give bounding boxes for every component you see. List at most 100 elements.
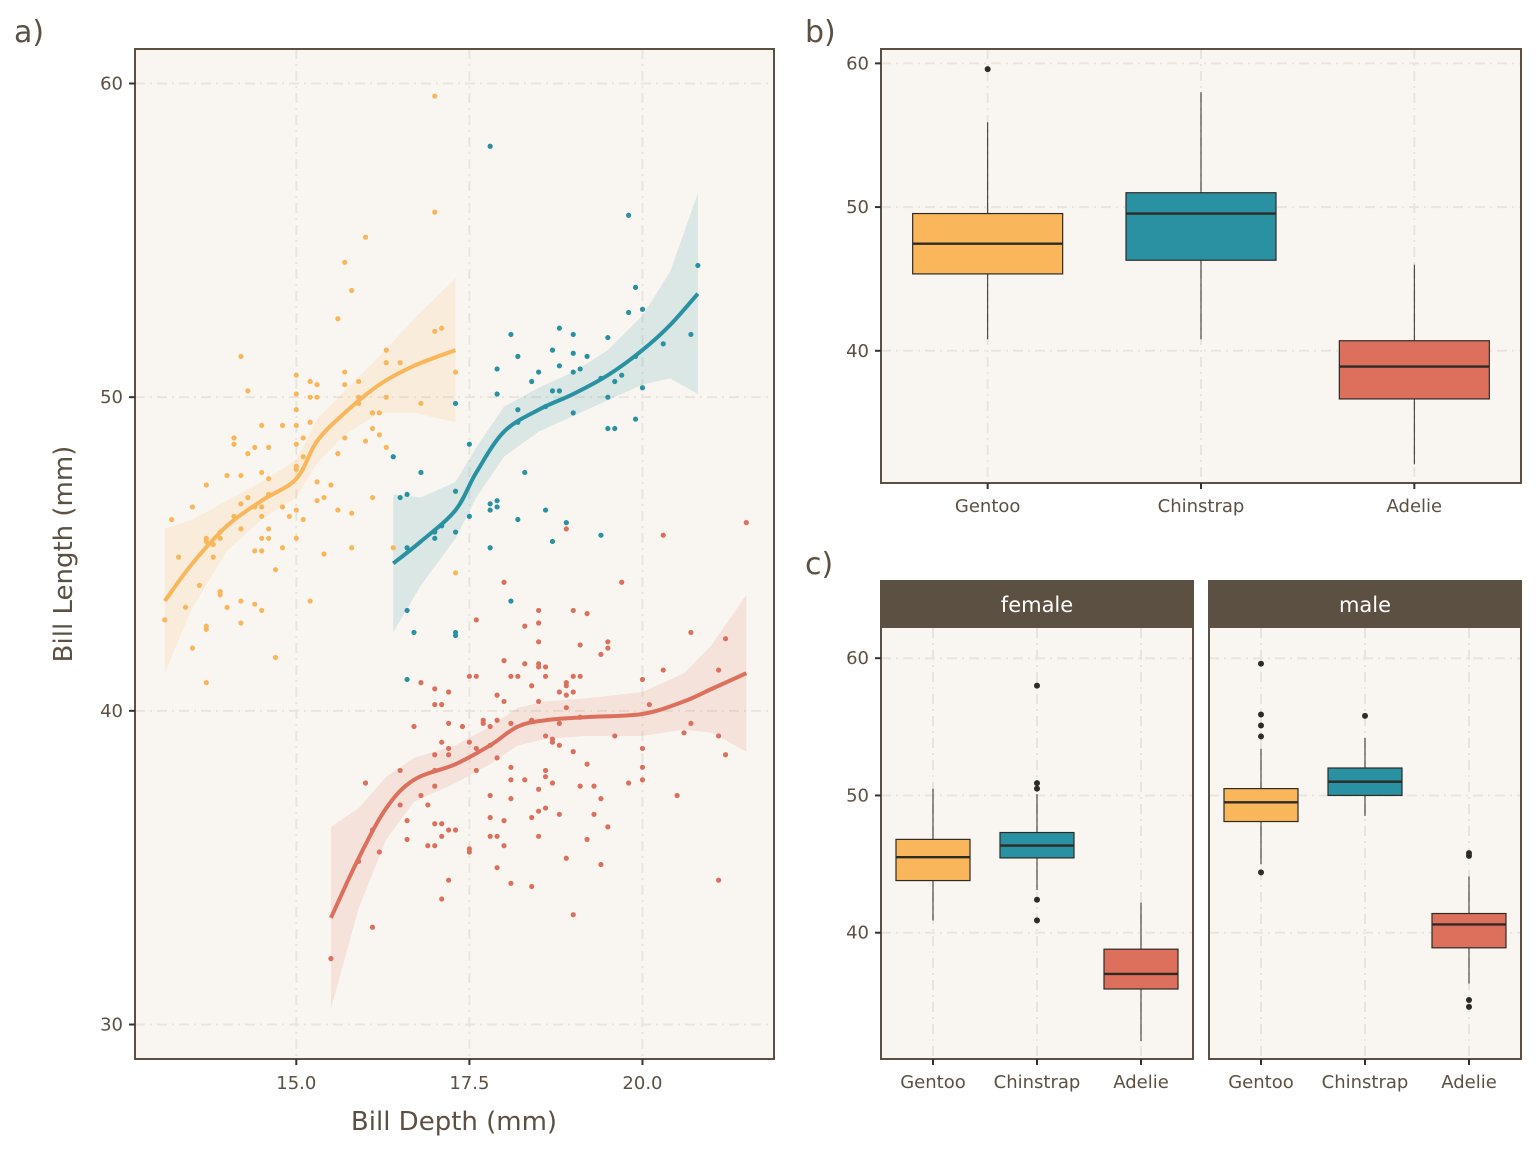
point-adelie <box>439 701 445 708</box>
point-chinstrap <box>632 416 639 422</box>
panel-b-boxes <box>912 66 1490 465</box>
panel-a-frame <box>134 48 775 1060</box>
point-adelie <box>660 532 666 538</box>
point-chinstrap <box>695 262 701 269</box>
point-gentoo <box>293 422 299 428</box>
point-chinstrap <box>688 331 694 338</box>
point-adelie <box>522 661 528 667</box>
point-gentoo <box>231 435 237 441</box>
point-gentoo <box>321 551 327 557</box>
point-chinstrap <box>494 391 500 397</box>
point-gentoo <box>266 476 272 482</box>
facet-male-ticks: Gentoo Chinstrap Adelie <box>1228 1059 1497 1093</box>
outlier-point <box>1466 996 1472 1003</box>
outlier-point <box>984 66 991 73</box>
point-adelie <box>501 658 507 664</box>
point-chinstrap <box>452 488 459 494</box>
point-adelie <box>536 786 542 792</box>
point-adelie <box>584 761 590 767</box>
point-adelie <box>542 774 549 780</box>
point-adelie <box>439 739 445 745</box>
point-gentoo <box>418 400 424 407</box>
point-gentoo <box>252 601 258 607</box>
point-chinstrap <box>397 494 403 501</box>
point-chinstrap <box>404 491 410 498</box>
point-adelie <box>529 814 535 821</box>
smooth-line-adelie <box>329 671 748 919</box>
x-axis-title: Bill Depth (mm) <box>351 1107 557 1137</box>
facet-female: female Gentoo Chinstrap Adelie 40 50 60 <box>846 580 1194 1093</box>
point-adelie <box>446 745 452 752</box>
outlier-point <box>1362 712 1368 719</box>
point-gentoo <box>314 479 320 485</box>
point-chinstrap <box>542 507 549 513</box>
point-adelie <box>397 802 403 808</box>
point-adelie <box>501 818 507 824</box>
point-gentoo <box>279 545 286 551</box>
point-gentoo <box>321 494 327 501</box>
point-adelie <box>397 767 403 774</box>
point-adelie <box>466 849 472 855</box>
point-adelie <box>494 833 500 839</box>
y-tick-label: 60 <box>100 74 123 95</box>
point-gentoo <box>369 425 376 432</box>
x-tick-label: Chinstrap <box>1322 1072 1409 1093</box>
point-adelie <box>584 836 590 843</box>
point-adelie <box>459 723 466 730</box>
point-chinstrap <box>452 529 459 535</box>
point-gentoo <box>314 382 320 388</box>
point-gentoo <box>245 451 251 457</box>
point-adelie <box>549 780 556 786</box>
point-gentoo <box>196 582 202 588</box>
y-tick-label: 40 <box>846 341 869 362</box>
point-gentoo <box>217 535 223 541</box>
point-adelie <box>328 956 334 962</box>
point-gentoo <box>259 513 265 519</box>
point-gentoo <box>224 604 230 610</box>
point-adelie <box>570 749 576 755</box>
point-gentoo <box>266 526 272 532</box>
point-adelie <box>466 739 472 745</box>
outlier-point <box>1034 896 1040 903</box>
point-gentoo <box>169 516 175 523</box>
box-chinstrap <box>1125 92 1277 340</box>
point-adelie <box>529 883 535 890</box>
point-gentoo <box>238 598 244 604</box>
point-gentoo <box>293 372 299 378</box>
point-gentoo <box>238 620 244 626</box>
box-adelie <box>1103 902 1179 1042</box>
box-adelie <box>1431 850 1507 1010</box>
point-chinstrap <box>466 513 472 519</box>
point-adelie <box>563 705 569 711</box>
point-chinstrap <box>529 378 535 385</box>
point-gentoo <box>328 482 334 488</box>
box-iqr <box>1223 787 1299 823</box>
facet-strip-female <box>881 581 1193 628</box>
point-adelie <box>522 777 528 783</box>
point-gentoo <box>231 441 237 447</box>
point-chinstrap <box>570 369 576 375</box>
point-adelie <box>722 636 729 642</box>
point-gentoo <box>300 516 306 523</box>
point-chinstrap <box>570 410 576 416</box>
point-chinstrap <box>390 454 396 460</box>
point-chinstrap <box>605 425 611 432</box>
box-chinstrap <box>999 682 1075 924</box>
point-gentoo <box>203 538 209 545</box>
point-chinstrap <box>612 378 618 385</box>
point-chinstrap <box>612 425 618 432</box>
point-adelie <box>536 698 542 705</box>
point-chinstrap <box>584 353 590 359</box>
x-tick-label: Gentoo <box>1228 1072 1294 1093</box>
x-tick-label: Chinstrap <box>994 1072 1081 1093</box>
point-chinstrap <box>418 469 424 476</box>
point-adelie <box>411 723 417 730</box>
point-gentoo <box>432 209 438 215</box>
point-adelie <box>432 843 438 849</box>
point-chinstrap <box>556 325 562 331</box>
ci-band-adelie <box>330 594 747 1009</box>
ci-band-chinstrap <box>393 193 698 633</box>
box-gentoo <box>895 788 971 921</box>
panel-c-faceted-boxplot: c) female Gentoo Chinstrap Adelie 40 50 60 ma… <box>805 547 1522 1093</box>
